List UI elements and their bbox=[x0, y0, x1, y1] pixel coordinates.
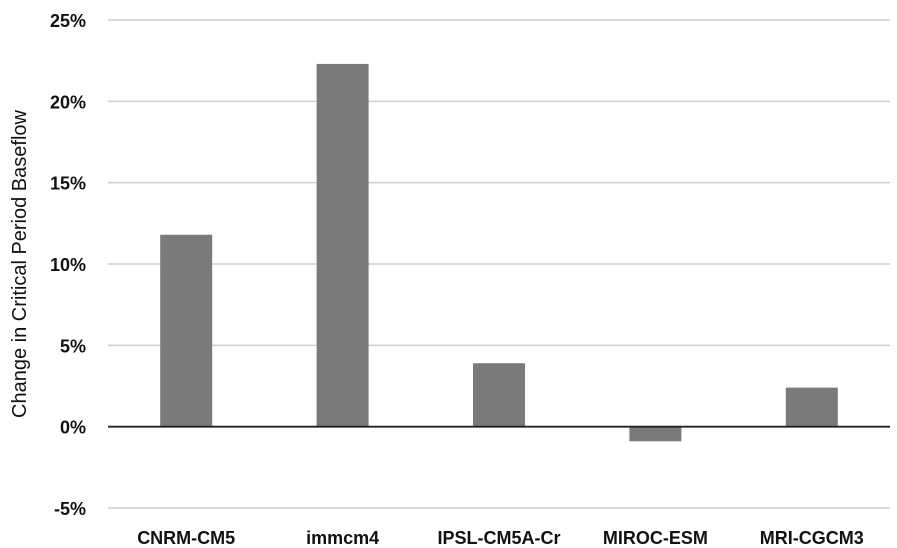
gridlines bbox=[108, 19, 890, 509]
y-tick-label: 25% bbox=[50, 11, 86, 31]
y-tick-label: -5% bbox=[54, 499, 86, 519]
y-tick-label: 0% bbox=[60, 418, 86, 438]
x-category-label: MIROC-ESM bbox=[603, 528, 708, 548]
y-tick-label: 10% bbox=[50, 255, 86, 275]
bar-miroc-esm bbox=[629, 426, 682, 442]
y-tick-label: 15% bbox=[50, 174, 86, 194]
x-category-labels: CNRM-CM5 immcm4 IPSL-CM5A-Cr MIROC-ESM MRI-C… bbox=[137, 528, 864, 548]
y-axis-title: Change in Critical Period Baseflow bbox=[9, 109, 31, 417]
x-category-label: MRI-CGCM3 bbox=[760, 528, 864, 548]
x-category-label: immcm4 bbox=[306, 528, 379, 548]
bar-immcm4 bbox=[316, 63, 369, 427]
y-tick-label: 20% bbox=[50, 92, 86, 112]
y-tick-label: 5% bbox=[60, 336, 86, 356]
bar-mri-cgcm3 bbox=[785, 387, 838, 427]
y-tick-labels: -5% 0% 5% 10% 15% 20% 25% bbox=[50, 11, 86, 519]
bar-cnrm-cm5 bbox=[160, 234, 213, 427]
bar-ipsl-cm5a-cr bbox=[473, 363, 525, 427]
bars bbox=[160, 63, 838, 442]
x-category-label: CNRM-CM5 bbox=[137, 528, 235, 548]
x-category-label: IPSL-CM5A-Cr bbox=[437, 528, 560, 548]
